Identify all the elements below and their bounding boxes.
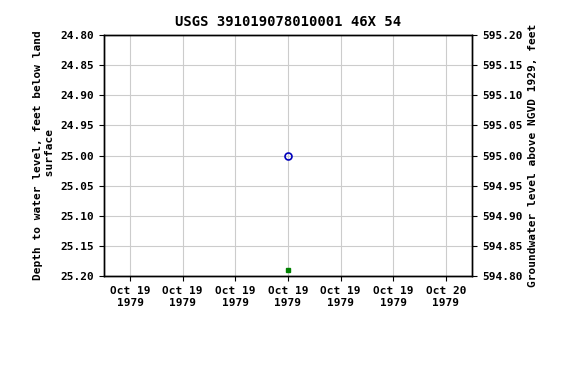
Y-axis label: Groundwater level above NGVD 1929, feet: Groundwater level above NGVD 1929, feet: [528, 24, 538, 287]
Y-axis label: Depth to water level, feet below land
 surface: Depth to water level, feet below land su…: [33, 31, 55, 280]
Title: USGS 391019078010001 46X 54: USGS 391019078010001 46X 54: [175, 15, 401, 29]
